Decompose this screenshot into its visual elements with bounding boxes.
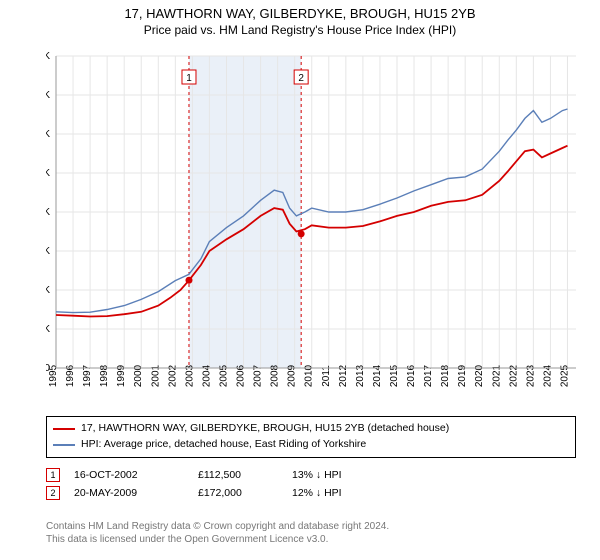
footer-line: Contains HM Land Registry data © Crown c…	[46, 520, 576, 533]
event-row: 2 20-MAY-2009 £172,000 12% ↓ HPI	[46, 484, 576, 502]
event-pct: 12% ↓ HPI	[292, 487, 412, 499]
chart-svg: £0£50K£100K£150K£200K£250K£300K£350K£400…	[46, 48, 586, 408]
price-chart: £0£50K£100K£150K£200K£250K£300K£350K£400…	[46, 48, 586, 408]
svg-text:£400K: £400K	[46, 51, 50, 62]
svg-text:1: 1	[186, 73, 192, 84]
footer-line: This data is licensed under the Open Gov…	[46, 533, 576, 546]
svg-text:£250K: £250K	[46, 168, 50, 179]
event-date: 20-MAY-2009	[74, 487, 184, 499]
svg-text:£100K: £100K	[46, 285, 50, 296]
event-price: £112,500	[198, 469, 278, 481]
svg-text:2: 2	[298, 73, 304, 84]
svg-text:£300K: £300K	[46, 129, 50, 140]
legend-swatch	[53, 444, 75, 446]
event-date: 16-OCT-2002	[74, 469, 184, 481]
svg-text:£50K: £50K	[46, 324, 50, 335]
page-title: 17, HAWTHORN WAY, GILBERDYKE, BROUGH, HU…	[0, 0, 600, 21]
legend-box: 17, HAWTHORN WAY, GILBERDYKE, BROUGH, HU…	[46, 416, 576, 458]
svg-text:£150K: £150K	[46, 246, 50, 257]
event-marker-icon: 2	[46, 486, 60, 500]
legend-and-events: 17, HAWTHORN WAY, GILBERDYKE, BROUGH, HU…	[46, 416, 576, 502]
svg-text:£200K: £200K	[46, 207, 50, 218]
events-table: 1 16-OCT-2002 £112,500 13% ↓ HPI 2 20-MA…	[46, 466, 576, 502]
event-marker-icon: 1	[46, 468, 60, 482]
event-row: 1 16-OCT-2002 £112,500 13% ↓ HPI	[46, 466, 576, 484]
page-subtitle: Price paid vs. HM Land Registry's House …	[0, 21, 600, 41]
footer: Contains HM Land Registry data © Crown c…	[46, 520, 576, 546]
legend-label: 17, HAWTHORN WAY, GILBERDYKE, BROUGH, HU…	[81, 421, 449, 437]
event-pct: 13% ↓ HPI	[292, 469, 412, 481]
legend-item-hpi: HPI: Average price, detached house, East…	[53, 437, 569, 453]
legend-label: HPI: Average price, detached house, East…	[81, 437, 366, 453]
event-price: £172,000	[198, 487, 278, 499]
legend-item-price-paid: 17, HAWTHORN WAY, GILBERDYKE, BROUGH, HU…	[53, 421, 569, 437]
svg-text:£350K: £350K	[46, 90, 50, 101]
legend-swatch	[53, 428, 75, 430]
